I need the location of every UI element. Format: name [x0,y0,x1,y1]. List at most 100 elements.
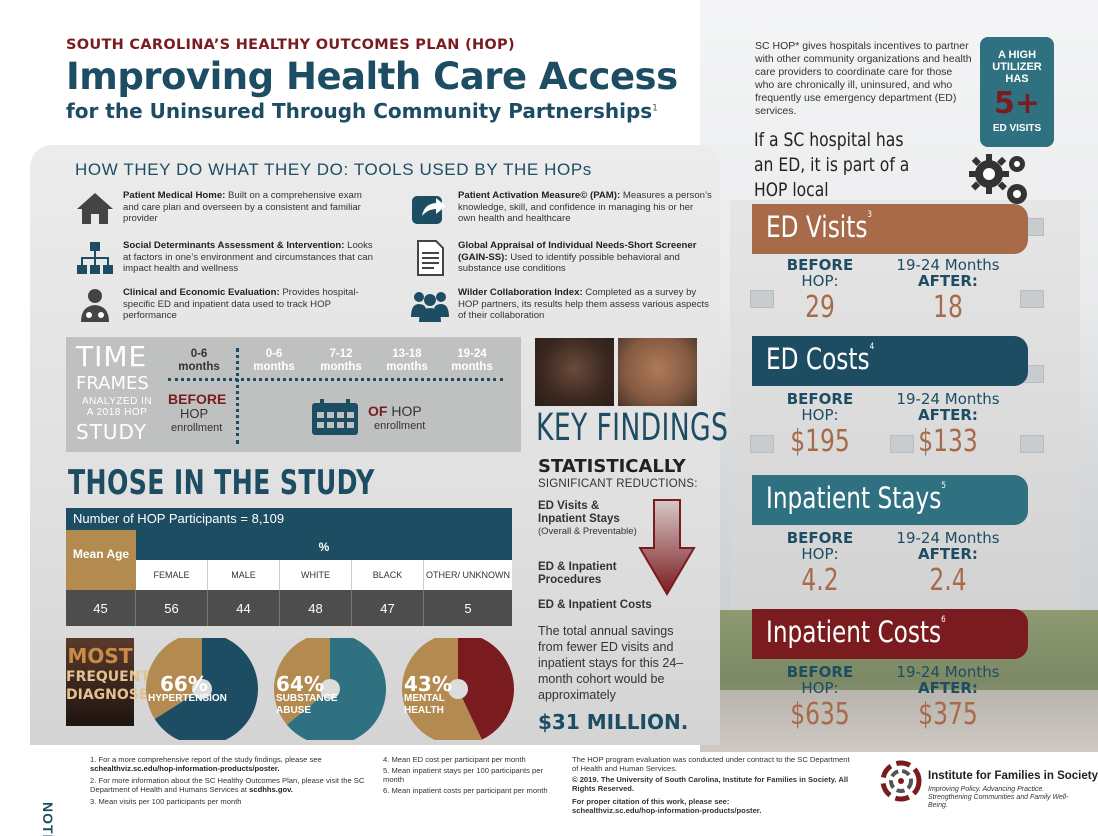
institute-logo-icon [880,760,922,802]
gears-icon [969,154,1027,204]
male-value: 44 [208,590,280,626]
substance-abuse-label: SUBSTANCE ABUSE [276,693,338,716]
note-4: 4. Mean ED cost per participant per mont… [383,755,526,764]
female-value: 56 [136,590,208,626]
ed-visits-bar: ED Visits3 [752,204,1028,254]
hypertension-label: HYPERTENSION [148,693,227,704]
contract-note: The HOP program evaluation was conducted… [572,755,850,773]
before-hop-label: HOP [180,406,209,421]
col-white: WHITE [280,560,352,590]
citation-note: For proper citation of this work, please… [572,797,762,815]
group-icon [411,292,449,322]
donut-slice-remainder [402,638,482,740]
time-analyzed-text: ANALYZED IN A 2018 HOP [81,396,153,418]
statistically-label: STATISTICALLY [538,456,686,477]
mental-health-pct: 43% [404,672,452,696]
person-photo-woman [535,338,614,406]
donut-hole [192,679,212,699]
white-value: 48 [280,590,352,626]
col-other: OTHER/ UNKNOWN [424,560,512,590]
down-arrow-icon [638,499,696,596]
inpatient-costs-after-value: $375 [918,697,978,732]
high-utilizer-badge: A HIGH UTILIZER HAS 5+ ED VISITS [980,37,1054,147]
note-1: 1. For a more comprehensive report of th… [90,755,322,773]
mean-age-header: Mean Age [66,530,136,590]
finding-costs: ED & Inpatient Costs [538,599,652,611]
after-period-4: 19-24 months [451,348,493,373]
key-findings-title: KEY FINDINGS [536,406,729,449]
after-period-3: 13-18 months [386,348,428,373]
before-enrollment-label: enrollment [171,422,223,434]
donut-slice-remainder [274,638,330,725]
note-2: 2. For more information about the SC Hea… [90,776,365,794]
ed-costs-before-value: $195 [790,424,850,459]
tools-title: HOW THEY DO WHAT THEY DO: TOOLS USED BY … [75,160,592,179]
house-icon [77,193,113,224]
before-period: 0-6 months [178,348,220,373]
ed-visits-after-value: 18 [933,290,963,325]
after-period-2: 7-12 months [320,348,362,373]
mental-health-label: MENTAL HEALTH [404,693,445,716]
notes-label: NOTES [40,802,56,836]
study-title: THOSE IN THE STUDY [68,463,375,503]
savings-amount: $31 MILLION. [538,710,689,734]
note-6: 6. Mean inpatient costs per participant … [383,786,548,795]
inpatient-costs-before-label: BEFORE HOP: [786,663,854,697]
savings-text: The total annual savings from fewer ED v… [538,624,684,702]
donut-slice-value [458,638,514,740]
significant-reductions-label: SIGNIFICANT REDUCTIONS: [538,478,698,490]
of-enrollment-label: enrollment [374,420,426,432]
ed-costs-after-label: 19-24 Months AFTER: [896,390,1000,424]
col-male: MALE [208,560,280,590]
inpatient-stays-before-label: BEFORE HOP: [786,529,854,563]
calendar-icon [312,399,358,435]
institute-name: Institute for Families in Society [928,770,1098,782]
institute-tagline: Improving Policy. Advancing Practice. St… [928,786,1069,809]
page-title: Improving Health Care Access [66,55,678,98]
finding-procedures: ED & Inpatient Procedures [538,561,617,586]
inpatient-stays-before-value: 4.2 [801,563,839,598]
inpatient-stays-after-label: 19-24 Months AFTER: [896,529,1000,563]
inpatient-costs-bar: Inpatient Costs6 [752,609,1028,659]
note-5: 5. Mean inpatient stays per 100 particip… [383,766,543,784]
black-value: 47 [352,590,424,626]
donut-hole [320,679,340,699]
road-area [700,690,1098,752]
mental-health-donut [402,638,514,740]
timeline-axis [168,378,503,381]
before-label: BEFORE [168,391,227,407]
intro-text: SC HOP* gives hospitals incentives to pa… [755,40,972,117]
substance-abuse-pct: 64% [276,672,324,696]
page-subtitle: for the Uninsured Through Community Part… [66,99,658,123]
timeline-divider [236,348,239,444]
participants-header: Number of HOP Participants = 8,109 [66,508,512,530]
percent-header: % [136,530,512,560]
inpatient-stays-bar: Inpatient Stays5 [752,475,1028,525]
col-female: FEMALE [136,560,208,590]
other-value: 5 [424,590,512,626]
time-frames-heading: TIME [76,340,148,373]
note-3: 3. Mean visits per 100 participants per … [90,797,242,806]
ed-visits-before-value: 29 [805,290,835,325]
ed-visits-before-label: BEFORE HOP: [786,256,854,290]
header-pretitle: SOUTH CAROLINA’S HEALTHY OUTCOMES PLAN (… [66,37,515,53]
donut-hole [448,679,468,699]
time-study-text: STUDY [76,420,148,444]
of-hop-label: OF HOP [368,403,422,419]
finding-ed-visits: ED Visits & Inpatient Stays (Overall & Pr… [538,500,637,537]
document-icon [417,240,444,276]
substance-abuse-donut [274,638,386,740]
hypertension-donut [146,638,258,740]
ed-costs-bar: ED Costs4 [752,336,1028,386]
time-frames-box [66,337,521,452]
ed-costs-after-value: $133 [918,424,978,459]
ed-visits-after-label: 19-24 Months AFTER: [896,256,1000,290]
diagnoses-image: MOST FREQUENT DIAGNOSES [66,638,159,726]
inpatient-stays-after-value: 2.4 [929,563,967,598]
hypertension-pct: 66% [160,672,208,696]
donut-slice-remainder [146,638,202,720]
after-period-1: 0-6 months [253,348,295,373]
copyright-note: © 2019. The University of South Carolina… [572,775,849,793]
inpatient-costs-before-value: $635 [790,697,850,732]
